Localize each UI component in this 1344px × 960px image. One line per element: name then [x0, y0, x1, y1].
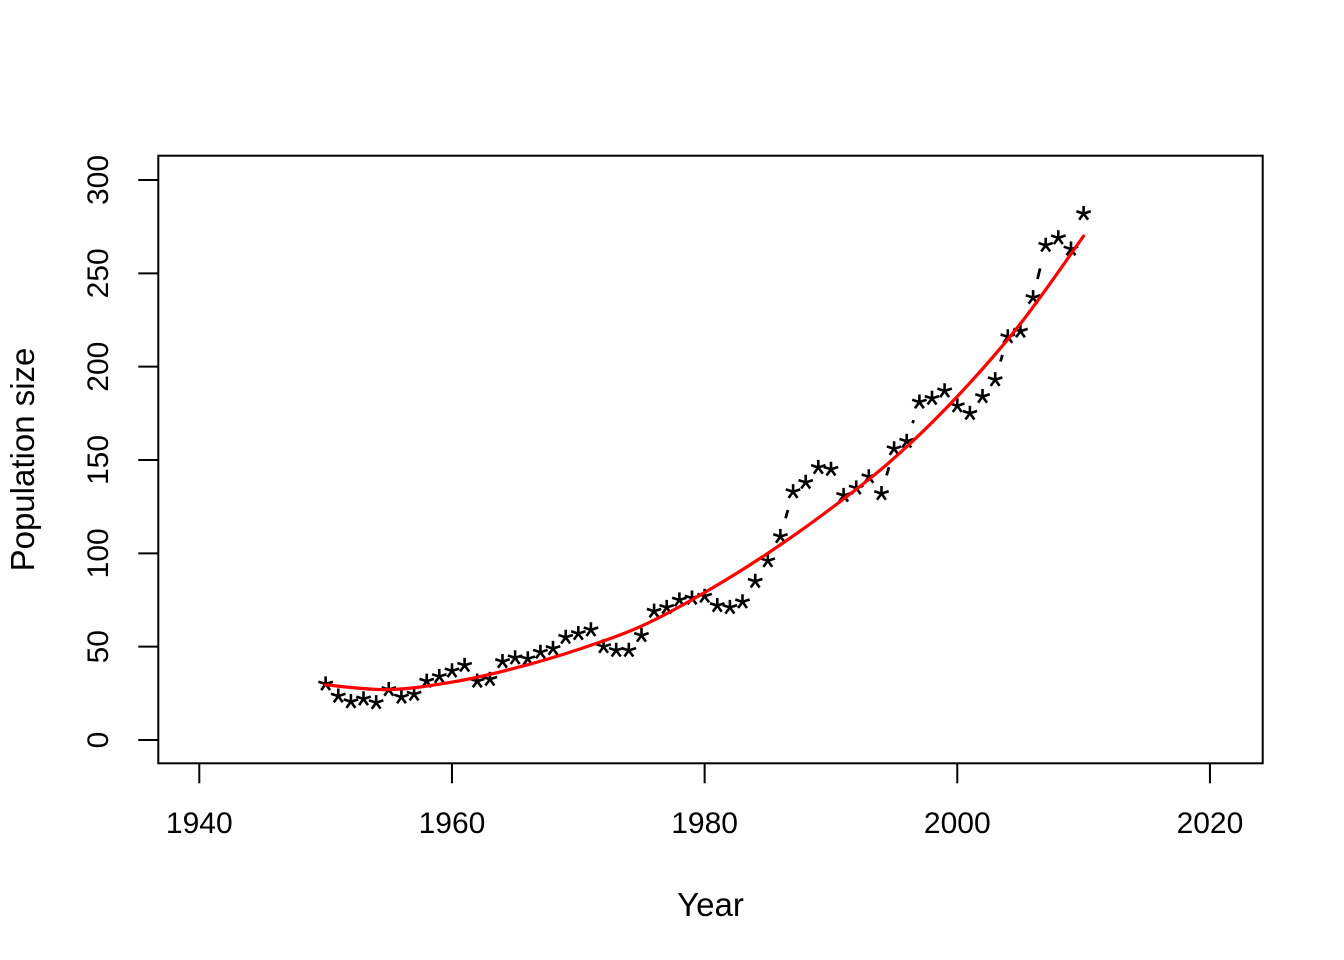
y-tick-label: 150: [82, 435, 115, 485]
x-tick-label: 2020: [1177, 807, 1244, 840]
data-point: [823, 461, 839, 477]
data-point: [355, 691, 372, 706]
data-point: [494, 654, 511, 669]
data-point: [810, 459, 826, 475]
data-point: [659, 599, 675, 615]
data-point: [760, 553, 776, 568]
data-point: [520, 651, 536, 666]
data-point: [570, 626, 586, 641]
y-tick-label: 200: [82, 342, 115, 392]
dashed-connector: [885, 466, 891, 476]
dashed-connectors: [784, 263, 1043, 519]
data-point: [507, 650, 523, 665]
y-axis: 0 50 100 150 200 250 300: [82, 155, 159, 749]
x-tick-label: 2000: [924, 807, 991, 840]
data-point: [444, 663, 460, 678]
data-point: [558, 629, 574, 645]
x-axis-title: Year: [677, 886, 744, 923]
dashed-connector: [999, 354, 1004, 362]
data-point: [987, 372, 1003, 387]
data-point: [621, 642, 637, 658]
data-point: [368, 695, 384, 710]
data-point: [393, 689, 410, 704]
data-point: [1038, 237, 1054, 253]
data-points: [318, 206, 1092, 710]
data-point: [1063, 241, 1079, 256]
plot-box: [157, 154, 1264, 765]
data-point: [734, 594, 751, 609]
dashed-connector: [911, 419, 915, 424]
y-axis-title: Population size: [4, 348, 41, 572]
x-tick-label: 1960: [419, 807, 486, 840]
data-point: [798, 474, 814, 490]
data-point: [937, 383, 953, 398]
data-point: [595, 639, 612, 654]
data-point: [962, 405, 978, 421]
data-point: [899, 433, 915, 449]
data-point: [911, 394, 927, 410]
x-tick-label: 1940: [166, 807, 233, 840]
data-point: [873, 486, 890, 501]
data-point: [406, 686, 422, 702]
fit-curve: [324, 234, 1086, 692]
data-point: [671, 592, 687, 607]
data-point: [583, 622, 599, 637]
data-point: [330, 688, 346, 704]
y-tick-label: 250: [82, 248, 115, 298]
data-point: [1076, 206, 1092, 221]
data-point: [835, 487, 852, 503]
data-point: [924, 390, 940, 406]
dashed-connector: [1036, 263, 1043, 280]
data-point: [545, 640, 561, 656]
data-point: [949, 398, 965, 413]
x-tick-label: 1980: [671, 807, 738, 840]
data-point: [785, 484, 801, 499]
data-point: [431, 668, 447, 684]
data-point: [747, 573, 763, 589]
data-point: [608, 642, 624, 658]
x-axis: 1940 1960 1980 2000 2020: [166, 763, 1243, 840]
data-point: [1050, 230, 1067, 245]
data-point: [722, 599, 738, 615]
data-point: [318, 676, 334, 691]
data-point: [886, 441, 902, 456]
data-point: [646, 603, 662, 619]
dashed-connector: [784, 509, 790, 519]
y-tick-label: 50: [82, 630, 115, 663]
data-point: [709, 598, 725, 613]
y-tick-label: 300: [82, 155, 115, 205]
data-point: [343, 694, 359, 709]
y-tick-label: 0: [82, 732, 115, 749]
data-point: [772, 528, 788, 544]
data-point: [419, 673, 435, 689]
data-point: [633, 627, 650, 643]
data-point: [532, 644, 549, 660]
y-tick-label: 100: [82, 528, 115, 578]
data-point: [974, 388, 991, 404]
data-point: [457, 657, 473, 673]
data-point: [1025, 290, 1041, 305]
